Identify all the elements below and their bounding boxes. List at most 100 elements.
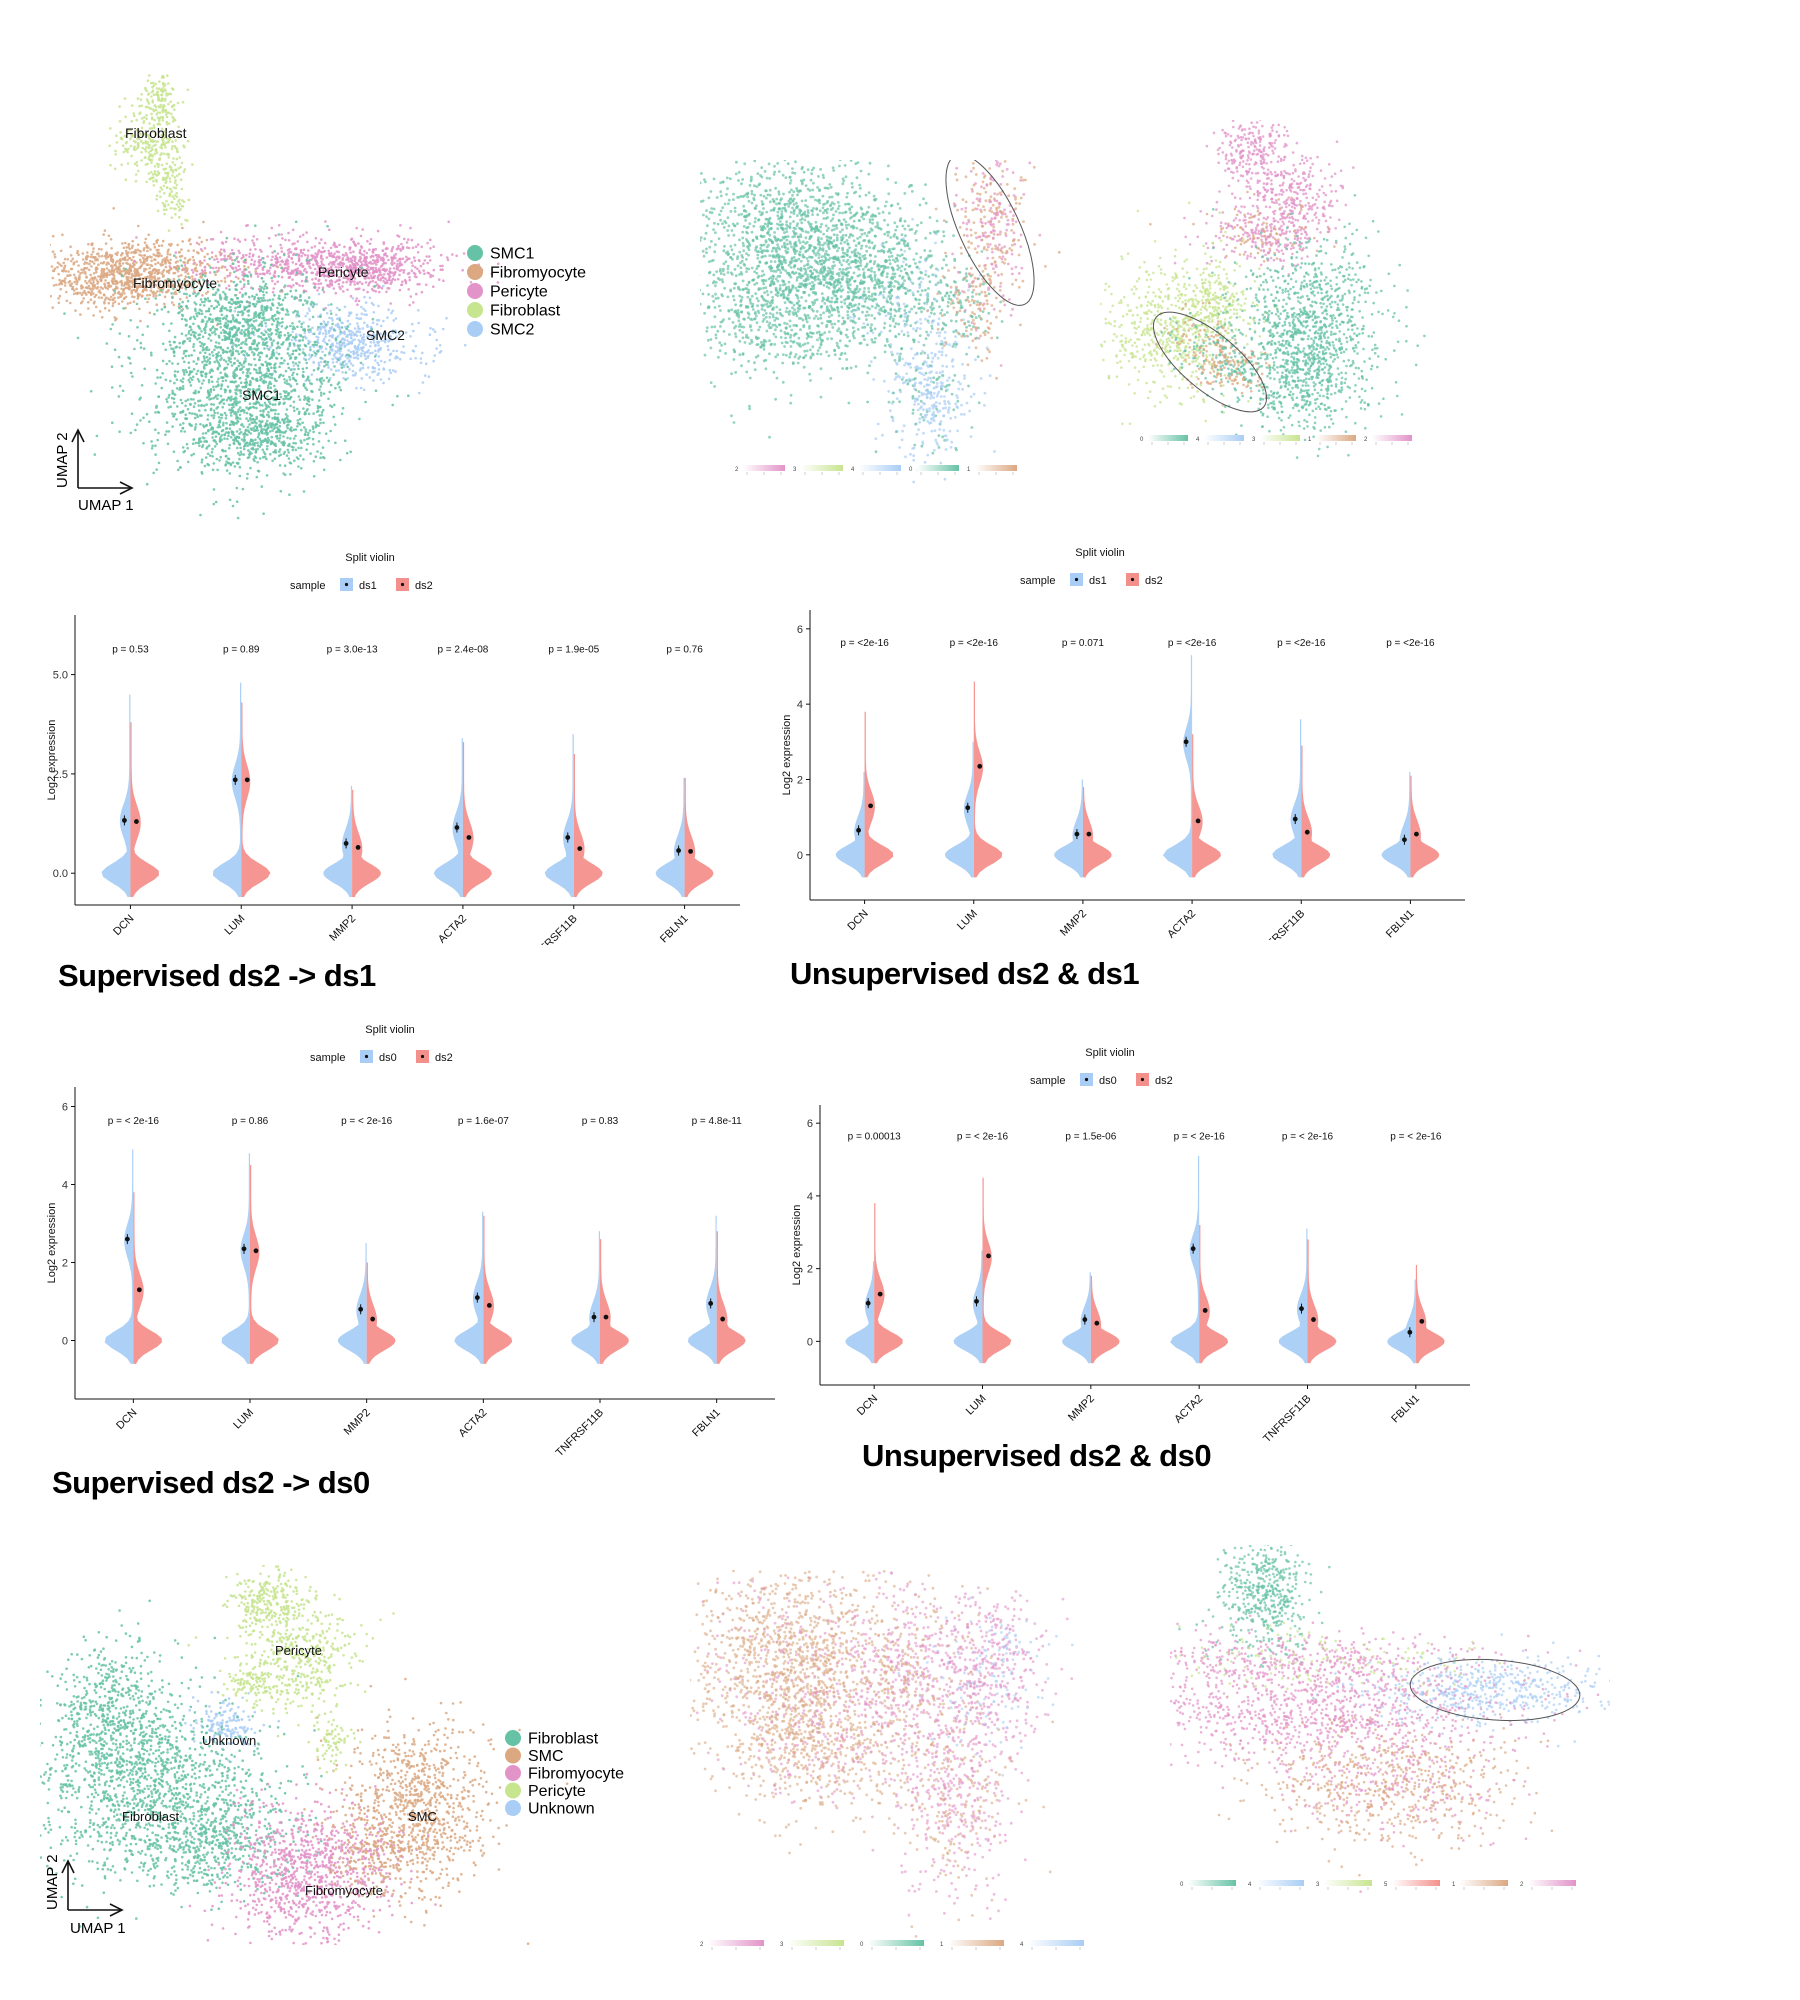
legend-title: sample — [1030, 1075, 1065, 1087]
violin-half-a — [1062, 1272, 1091, 1364]
colorbar-label: 3 — [1252, 437, 1256, 443]
legend-swatch — [467, 283, 483, 299]
legend-label: Fibroblast — [490, 303, 561, 320]
y-tick-label: 0 — [62, 1336, 68, 1348]
cluster-label-smc2: SMC2 — [366, 327, 405, 343]
violin-half-a — [1272, 719, 1302, 878]
violin-half-b — [1192, 734, 1221, 878]
p-value-label: p = 1.9e-05 — [548, 645, 599, 656]
colorbar-strip-bottom-mid: 2 3 0 1 4 — [700, 1940, 1084, 1950]
legend-swatch — [505, 1765, 521, 1781]
mean-point-a — [856, 827, 861, 833]
y-tick-label: 0 — [797, 850, 803, 862]
colorbar — [948, 1940, 1004, 1946]
violin-half-b — [982, 1177, 1012, 1364]
chart-title: Split violin — [1085, 1047, 1135, 1059]
colorbar — [1260, 435, 1300, 441]
violin-half-b — [684, 777, 714, 898]
mean-point-b — [253, 1248, 259, 1254]
violin-half-a — [571, 1231, 600, 1364]
y-tick-label: 0 — [807, 1336, 813, 1348]
x-tick-label: MMP2 — [1058, 908, 1089, 939]
violin-half-a — [655, 777, 685, 898]
mean-point-a — [965, 805, 971, 811]
umap-bottom-xlabel: UMAP 1 — [70, 1920, 126, 1937]
mean-point-b — [1414, 831, 1419, 837]
legend-label: Pericyte — [528, 1783, 586, 1800]
mean-point-b — [868, 803, 873, 809]
mean-point-a — [122, 817, 127, 823]
y-tick-label: 4 — [807, 1191, 813, 1203]
colorbar-strip-top-mid: 2 3 4 0 1 — [735, 465, 1017, 475]
mean-point-b — [486, 1303, 492, 1308]
mean-point-a — [676, 848, 681, 853]
cluster-label-pericyte: Pericyte — [275, 1643, 322, 1658]
mean-point-b — [720, 1316, 726, 1322]
x-tick-label: LUM — [964, 1393, 989, 1418]
mean-point-a — [358, 1306, 364, 1312]
violin-half-a — [1381, 771, 1411, 878]
x-tick-label: ACTA2 — [1172, 1393, 1205, 1426]
colorbar — [975, 465, 1017, 471]
p-value-label: p = 0.83 — [582, 1116, 619, 1127]
panel-title-supervised-ds1: Supervised ds2 -> ds1 — [58, 958, 376, 994]
x-tick-label: LUM — [231, 1407, 256, 1432]
p-value-label: p = <2e-16 — [1277, 638, 1326, 649]
violin-half-a — [212, 682, 242, 898]
colorbar-label: 3 — [793, 467, 797, 473]
p-value-label: p = 0.86 — [232, 1116, 269, 1127]
colorbar-label: 1 — [967, 467, 971, 473]
mean-point-a — [1183, 739, 1189, 745]
p-value-label: p = <2e-16 — [840, 638, 889, 649]
p-value-label: p = <2e-16 — [1168, 638, 1217, 649]
x-tick-label: TNFRSF11B — [527, 913, 579, 945]
x-tick-label: DCN — [114, 1407, 139, 1432]
violin-half-b — [366, 1262, 396, 1364]
colorbar — [868, 1940, 924, 1946]
p-value-label: p = 0.00013 — [848, 1132, 902, 1143]
chart-title: Split violin — [345, 552, 395, 564]
x-tick-label: LUM — [955, 908, 980, 933]
umap-bottom-axes — [61, 1859, 124, 1917]
y-tick-label: 2 — [62, 1258, 68, 1270]
y-axis-label: Log2 expression — [791, 1205, 803, 1286]
x-tick-label: DCN — [111, 913, 136, 938]
x-tick-label: MMP2 — [342, 1407, 373, 1438]
violin-half-a — [1162, 655, 1193, 878]
mean-point-a — [232, 777, 238, 783]
mean-point-b — [1419, 1318, 1425, 1324]
mean-point-a — [454, 825, 460, 830]
y-tick-label: 4 — [62, 1180, 68, 1192]
mean-point-a — [1074, 831, 1080, 837]
y-tick-label: 6 — [62, 1102, 68, 1114]
cluster-label-fibroblast: Fibroblast — [125, 125, 187, 141]
mean-point-b — [1202, 1308, 1208, 1313]
violin-chart-4: Split violin sample ds0 ds2 0 2 4 6 Log2 express… — [791, 1047, 1470, 1445]
violin-half-a — [944, 741, 974, 878]
highlight-ellipse — [945, 160, 1035, 306]
p-value-label: p = 1.5e-06 — [1065, 1132, 1116, 1143]
violin-half-a — [433, 738, 463, 898]
colorbar-label: 0 — [909, 467, 913, 473]
legend-swatch — [505, 1747, 521, 1764]
colorbar — [1316, 435, 1356, 441]
colorbar — [1204, 435, 1244, 441]
x-tick-label: TNFRSF11B — [1255, 908, 1307, 940]
mean-point-b — [1094, 1320, 1100, 1326]
colorbar-label: 0 — [1140, 437, 1144, 443]
p-value-label: p = 0.76 — [666, 645, 703, 656]
mean-point-b — [1195, 818, 1201, 824]
mean-point-a — [343, 841, 349, 846]
legend-label: ds1 — [1089, 575, 1107, 587]
violin-half-b — [1301, 745, 1331, 878]
violin-half-a — [544, 734, 574, 898]
violin-half-b — [1082, 787, 1112, 878]
umap-top-plot: Fibroblast Fibromyocyte Pericyte SMC2 SM… — [50, 74, 586, 520]
y-tick-label: 6 — [797, 624, 803, 636]
y-axis-label: Log2 expression — [46, 1203, 58, 1284]
colorbar-label: 1 — [1452, 1882, 1456, 1888]
p-value-label: p = < 2e-16 — [108, 1116, 160, 1127]
colorbar — [1148, 435, 1188, 441]
violin-chart-2: Split violin sample ds1 ds2 0 2 4 6 Log2 express… — [781, 547, 1465, 940]
violin-half-b — [133, 1192, 162, 1364]
